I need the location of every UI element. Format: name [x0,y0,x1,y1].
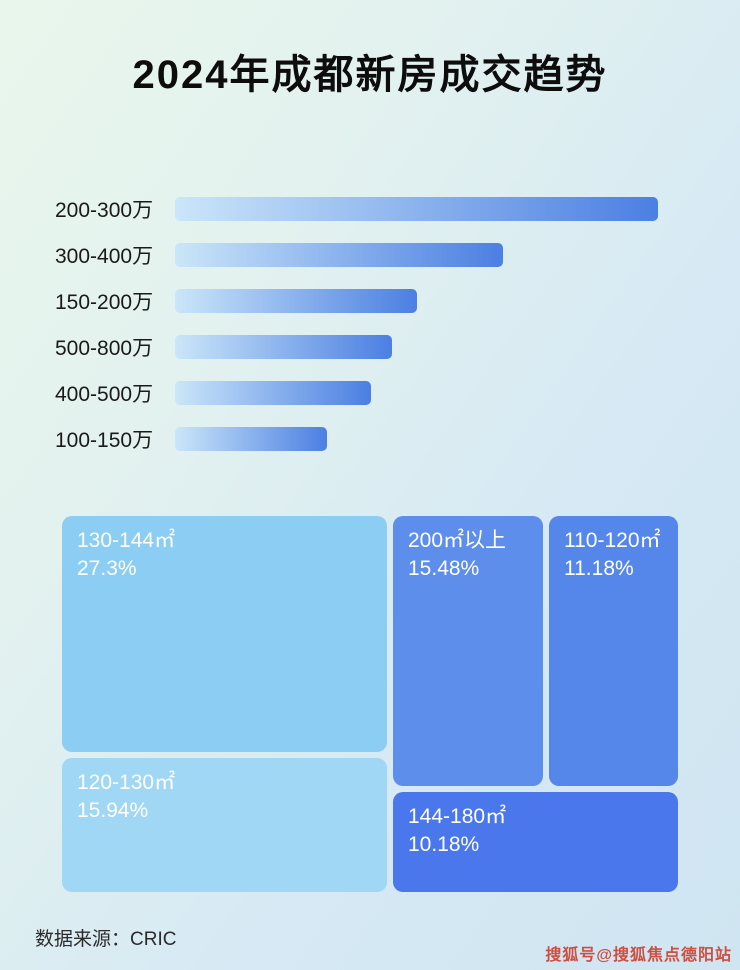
bar [175,381,371,405]
bar-track [175,197,658,221]
bar-track [175,335,658,359]
treemap-block-value: 15.94% [77,799,149,823]
bar-category-label: 400-500万 [55,383,154,406]
bar-row: 200-300万 [55,186,740,232]
bar-row: 500-800万 [55,324,740,370]
treemap-block-130-144: 130-144㎡ 27.3% [62,516,387,752]
bar-category-label: 100-150万 [55,429,154,452]
treemap-block-120-130: 120-130㎡ 15.94% [62,758,387,892]
bar [175,243,504,267]
bar-category-label: 500-800万 [55,337,154,360]
price-band-bar-chart: 200-300万 300-400万 150-200万 500-800万 400-… [0,186,740,462]
treemap-block-144-180: 144-180㎡ 10.18% [393,792,678,892]
treemap-block-value: 11.18% [564,557,634,581]
bar-row: 150-200万 [55,278,740,324]
bar-row: 300-400万 [55,232,740,278]
bar-track [175,381,658,405]
treemap-block-label: 144-180㎡ [408,805,507,828]
treemap-block-label: 120-130㎡ [77,771,176,794]
bar-track [175,427,658,451]
treemap-block-label: 130-144㎡ [77,529,176,552]
bar [175,197,658,221]
treemap-block-110-120: 110-120㎡ 11.18% [549,516,678,786]
bar [175,427,328,451]
bar-row: 400-500万 [55,370,740,416]
area-band-treemap: 130-144㎡ 27.3% 120-130㎡ 15.94% 200㎡以上 15… [62,516,678,892]
bar [175,335,393,359]
bar-category-label: 200-300万 [55,199,154,222]
treemap-block-value: 15.48% [408,557,480,581]
bar-track [175,289,658,313]
treemap-block-value: 27.3% [77,557,137,581]
bar-row: 100-150万 [55,416,740,462]
publisher-watermark: 搜狐号@搜狐焦点德阳站 [545,947,732,964]
bar-category-label: 300-400万 [55,245,154,268]
treemap-block-200-plus: 200㎡以上 15.48% [393,516,543,786]
bar-track [175,243,658,267]
treemap-block-label: 200㎡以上 [408,529,507,552]
treemap-block-value: 10.18% [408,833,480,857]
treemap-block-label: 110-120㎡ [564,529,661,552]
data-source-note: 数据来源：CRIC [35,929,177,950]
page-title: 2024年成都新房成交趋势 [132,53,608,97]
bar-category-label: 150-200万 [55,291,154,314]
bar [175,289,417,313]
